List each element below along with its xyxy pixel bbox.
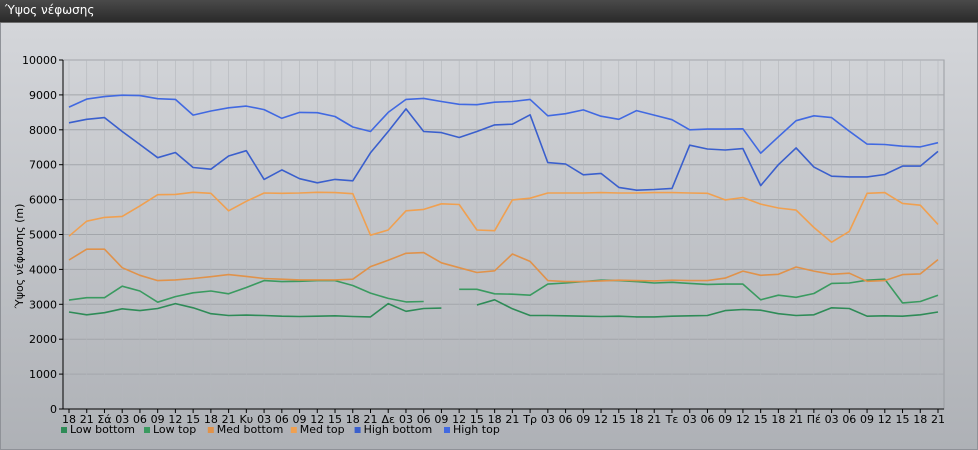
title-bar: Ύψος νέφωσης [0, 0, 978, 23]
y-tick-label: 1000 [29, 368, 57, 381]
x-tick-label: 21 [931, 413, 945, 426]
x-tick-label: 15 [470, 413, 484, 426]
legend-swatch-med-top [290, 427, 297, 433]
x-tick-label: Τε [665, 413, 679, 426]
x-tick-label: 18 [913, 413, 927, 426]
y-tick-label: 9000 [29, 89, 57, 102]
x-tick-label: 12 [168, 413, 182, 426]
x-tick-label: Σά [97, 413, 111, 426]
x-tick-label: 03 [115, 413, 129, 426]
legend-label-low-top: Low top [153, 423, 196, 436]
legend-label-med-top: Med top [300, 423, 345, 436]
legend-swatch-low-bottom [61, 427, 67, 433]
x-tick-label: 09 [576, 413, 590, 426]
x-tick-label: 18 [630, 413, 644, 426]
x-tick-label: 09 [718, 413, 732, 426]
x-tick-label: 03 [825, 413, 839, 426]
x-tick-label: 03 [683, 413, 697, 426]
x-tick-label: 06 [559, 413, 573, 426]
x-tick-label: Τρ [522, 413, 537, 426]
plot-series [68, 94, 939, 318]
grid [62, 59, 945, 410]
x-tick-label: 06 [417, 413, 431, 426]
x-tick-label: 09 [860, 413, 874, 426]
x-tick-label: 18 [346, 413, 360, 426]
x-tick-label: Πέ [807, 413, 821, 426]
x-tick-label: 03 [257, 413, 271, 426]
legend-label-low-bottom: Low bottom [70, 423, 135, 436]
series-line-low-bottom [68, 299, 939, 318]
x-tick-label: 12 [452, 413, 466, 426]
y-tick-label: 2000 [29, 333, 57, 346]
legend-swatch-med-bottom [207, 427, 214, 433]
x-tick-label: 21 [789, 413, 803, 426]
x-tick-label: 15 [896, 413, 910, 426]
x-tick-label: 15 [186, 413, 200, 426]
y-tick-label: 5000 [29, 229, 57, 242]
legend-swatch-high-bottom [354, 427, 361, 433]
legend-label-med-bottom: Med bottom [217, 423, 284, 436]
legend-swatch-low-top [144, 427, 150, 433]
window-title: Ύψος νέφωσης [5, 3, 95, 17]
series-line-high-bottom [68, 108, 939, 191]
x-tick-label: 12 [736, 413, 750, 426]
x-tick-label: 06 [133, 413, 147, 426]
x-tick-label: 06 [275, 413, 289, 426]
cloud-height-chart: 0 1000 2000 3000 4000 5000 6000 7000 8000 9000 100… [13, 54, 945, 436]
legend: Low bottom Low top Med bottom Med top High b… [61, 423, 500, 436]
y-tick-label: 8000 [29, 124, 57, 137]
x-tick-label: 06 [842, 413, 856, 426]
x-tick-label: 21 [222, 413, 236, 426]
legend-label-high-top: High top [453, 423, 500, 436]
x-tick-label: 12 [594, 413, 608, 426]
x-tick-label: 06 [700, 413, 714, 426]
x-axis: 18 21 Σά 03 06 09 12 15 18 21 Κυ 03 06 09 12 15 18 21 Δε 03… [62, 408, 945, 426]
x-tick-label: 09 [434, 413, 448, 426]
y-axis-title: Ύψος νέφωσης (m) [13, 204, 26, 310]
x-tick-label: 21 [80, 413, 94, 426]
x-tick-label: 21 [505, 413, 519, 426]
x-tick-label: 18 [771, 413, 785, 426]
y-tick-label: 6000 [29, 194, 57, 207]
series-line-low-top [68, 278, 939, 304]
x-tick-label: 09 [151, 413, 165, 426]
x-tick-label: Κυ [240, 413, 254, 426]
x-tick-label: 03 [399, 413, 413, 426]
chart-area: 0 1000 2000 3000 4000 5000 6000 7000 8000 9000 100… [1, 23, 977, 449]
y-tick-label: 4000 [29, 263, 57, 276]
x-tick-label: 15 [612, 413, 626, 426]
x-tick-label: 15 [754, 413, 768, 426]
y-axis: 0 1000 2000 3000 4000 5000 6000 7000 8000 9000 100… [22, 54, 64, 416]
series-line-med-bottom [68, 248, 939, 283]
x-tick-label: 15 [328, 413, 342, 426]
x-tick-label: Δε [381, 413, 395, 426]
y-tick-label: 3000 [29, 298, 57, 311]
series-line-med-top [68, 191, 939, 243]
series-line-high-top [68, 94, 939, 154]
x-tick-label: 18 [204, 413, 218, 426]
y-tick-label: 10000 [22, 54, 57, 67]
x-tick-label: 18 [62, 413, 76, 426]
x-tick-label: 21 [647, 413, 661, 426]
x-tick-label: 12 [310, 413, 324, 426]
y-tick-label: 0 [50, 403, 57, 416]
x-tick-label: 03 [541, 413, 555, 426]
x-tick-label: 18 [488, 413, 502, 426]
x-tick-label: 12 [878, 413, 892, 426]
x-tick-label: 09 [293, 413, 307, 426]
legend-label-high-bottom: High bottom [364, 423, 433, 436]
legend-swatch-high-top [444, 427, 450, 433]
x-tick-label: 21 [363, 413, 377, 426]
y-tick-label: 7000 [29, 159, 57, 172]
